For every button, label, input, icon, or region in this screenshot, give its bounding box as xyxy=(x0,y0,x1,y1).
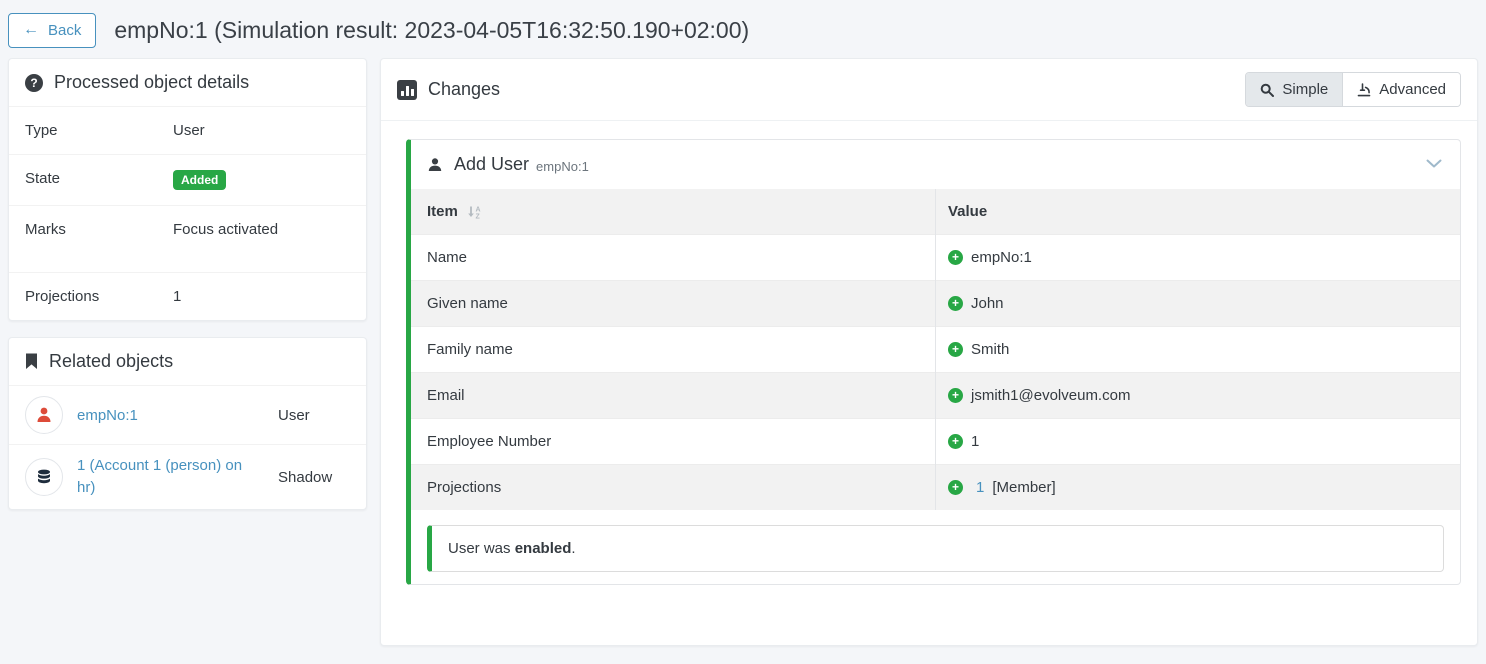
collapse-button[interactable] xyxy=(1424,155,1444,174)
related-objects-card: Related objects empNo:1 User xyxy=(8,337,367,510)
note-bold: enabled xyxy=(514,540,572,557)
add-user-delta-header[interactable]: Add User empNo:1 xyxy=(411,140,1460,189)
add-user-delta-card: Add User empNo:1 xyxy=(406,139,1461,585)
delta-value: jsmith1@evolveum.com xyxy=(971,387,1131,404)
back-arrow-icon: ← xyxy=(23,21,39,38)
plus-circle-icon: + xyxy=(948,388,963,403)
main-column: Changes Simple xyxy=(380,58,1478,646)
delta-value: empNo:1 xyxy=(971,249,1032,266)
detail-row-type: Type User xyxy=(9,106,366,154)
question-circle-icon: ? xyxy=(25,73,43,92)
delta-action-label: Add User xyxy=(454,154,530,174)
bookmark-icon xyxy=(26,353,37,370)
processed-object-details-title: Processed object details xyxy=(54,72,250,92)
delta-value: John xyxy=(971,295,1004,312)
plus-circle-icon: + xyxy=(948,250,963,265)
plus-circle-icon: + xyxy=(948,342,963,357)
delta-row-family-name: Family name + Smith xyxy=(411,326,1460,373)
svg-text:A: A xyxy=(475,206,480,213)
note-suffix: . xyxy=(571,540,576,557)
sort-alpha-icon[interactable]: A Z xyxy=(467,205,482,219)
delta-item-cell: Family name xyxy=(411,326,936,373)
delta-object-name: empNo:1 xyxy=(536,158,589,174)
page-title: empNo:1 (Simulation result: 2023-04-05T1… xyxy=(114,16,750,43)
svg-text:Z: Z xyxy=(475,213,480,219)
note-prefix: User was xyxy=(448,540,515,557)
delta-value: 1 xyxy=(971,433,980,450)
column-header-value: Value xyxy=(935,189,1460,235)
page-content: ? Processed object details Type User Sta… xyxy=(0,52,1486,654)
back-button-label: Back xyxy=(48,21,82,39)
user-avatar-icon xyxy=(25,396,63,435)
microscope-icon xyxy=(1357,82,1371,96)
related-objects-title: Related objects xyxy=(49,351,174,372)
delta-row-projections: Projections + 1 [Member] xyxy=(411,464,1460,510)
state-badge: Added xyxy=(173,170,227,191)
delta-table-header-row: Item A Z Value xyxy=(411,189,1460,235)
detail-row-projections: Projections 1 xyxy=(9,272,366,320)
changes-title: Changes xyxy=(428,79,501,99)
changes-header: Changes Simple xyxy=(381,59,1477,121)
database-avatar-icon xyxy=(25,458,63,497)
related-object-link[interactable]: 1 (Account 1 (person) on hr) xyxy=(77,457,243,497)
advanced-view-label: Advanced xyxy=(1379,81,1446,98)
user-enabled-note: User was enabled. xyxy=(427,525,1444,572)
plus-circle-icon: + xyxy=(948,296,963,311)
related-object-row: empNo:1 User xyxy=(9,385,366,444)
detail-value: User xyxy=(173,122,205,139)
simple-view-button[interactable]: Simple xyxy=(1246,73,1343,106)
delta-item-cell: Given name xyxy=(411,280,936,327)
left-column: ? Processed object details Type User Sta… xyxy=(8,58,367,510)
detail-label: Type xyxy=(25,122,58,139)
changes-card: Changes Simple xyxy=(380,58,1478,646)
top-bar: ← Back empNo:1 (Simulation result: 2023-… xyxy=(0,0,1486,52)
plus-circle-icon: + xyxy=(948,480,963,495)
item-column-label: Item xyxy=(427,203,458,220)
detail-value: 1 xyxy=(173,288,182,306)
person-icon xyxy=(428,157,442,171)
detail-label: Projections xyxy=(25,288,100,306)
delta-item-cell: Projections xyxy=(411,464,936,510)
delta-row-employee-number: Employee Number +1 xyxy=(411,418,1460,465)
related-objects-header: Related objects xyxy=(9,338,366,385)
advanced-view-button[interactable]: Advanced xyxy=(1342,73,1460,106)
delta-item-cell: Name xyxy=(411,234,936,281)
detail-value: Focus activated xyxy=(173,221,279,239)
delta-row-name: Name + empNo:1 xyxy=(411,234,1460,281)
detail-label: Marks xyxy=(25,221,66,239)
delta-item-cell: Employee Number xyxy=(411,418,936,465)
delta-table: Item A Z Value xyxy=(411,189,1460,510)
projection-suffix: [Member] xyxy=(992,479,1056,496)
back-button[interactable]: ← Back xyxy=(8,12,97,48)
delta-row-email: Email + jsmith1@evolveum.com xyxy=(411,372,1460,419)
related-object-row: 1 (Account 1 (person) on hr) Shadow xyxy=(9,444,366,509)
simple-view-label: Simple xyxy=(1282,81,1329,98)
processed-object-details-header: ? Processed object details xyxy=(9,59,366,106)
bar-chart-icon xyxy=(397,79,417,100)
chevron-down-icon xyxy=(1426,159,1442,168)
column-header-item[interactable]: Item A Z xyxy=(411,189,936,235)
processed-object-details-card: ? Processed object details Type User Sta… xyxy=(8,58,367,322)
projection-link[interactable]: 1 xyxy=(976,479,985,496)
changes-body: Add User empNo:1 xyxy=(381,121,1477,605)
delta-row-given-name: Given name + John xyxy=(411,280,1460,327)
plus-circle-icon: + xyxy=(948,434,963,449)
view-mode-toggle: Simple Advanced xyxy=(1245,72,1461,107)
related-object-type: User xyxy=(278,406,310,424)
related-object-type: Shadow xyxy=(278,468,333,486)
delta-value: Smith xyxy=(971,341,1010,358)
search-icon xyxy=(1261,83,1275,97)
delta-item-cell: Email xyxy=(411,372,936,419)
detail-label: State xyxy=(25,170,61,187)
related-object-link[interactable]: empNo:1 xyxy=(77,406,138,424)
detail-row-marks: Marks Focus activated xyxy=(9,205,366,272)
detail-row-state: State Added xyxy=(9,154,366,205)
